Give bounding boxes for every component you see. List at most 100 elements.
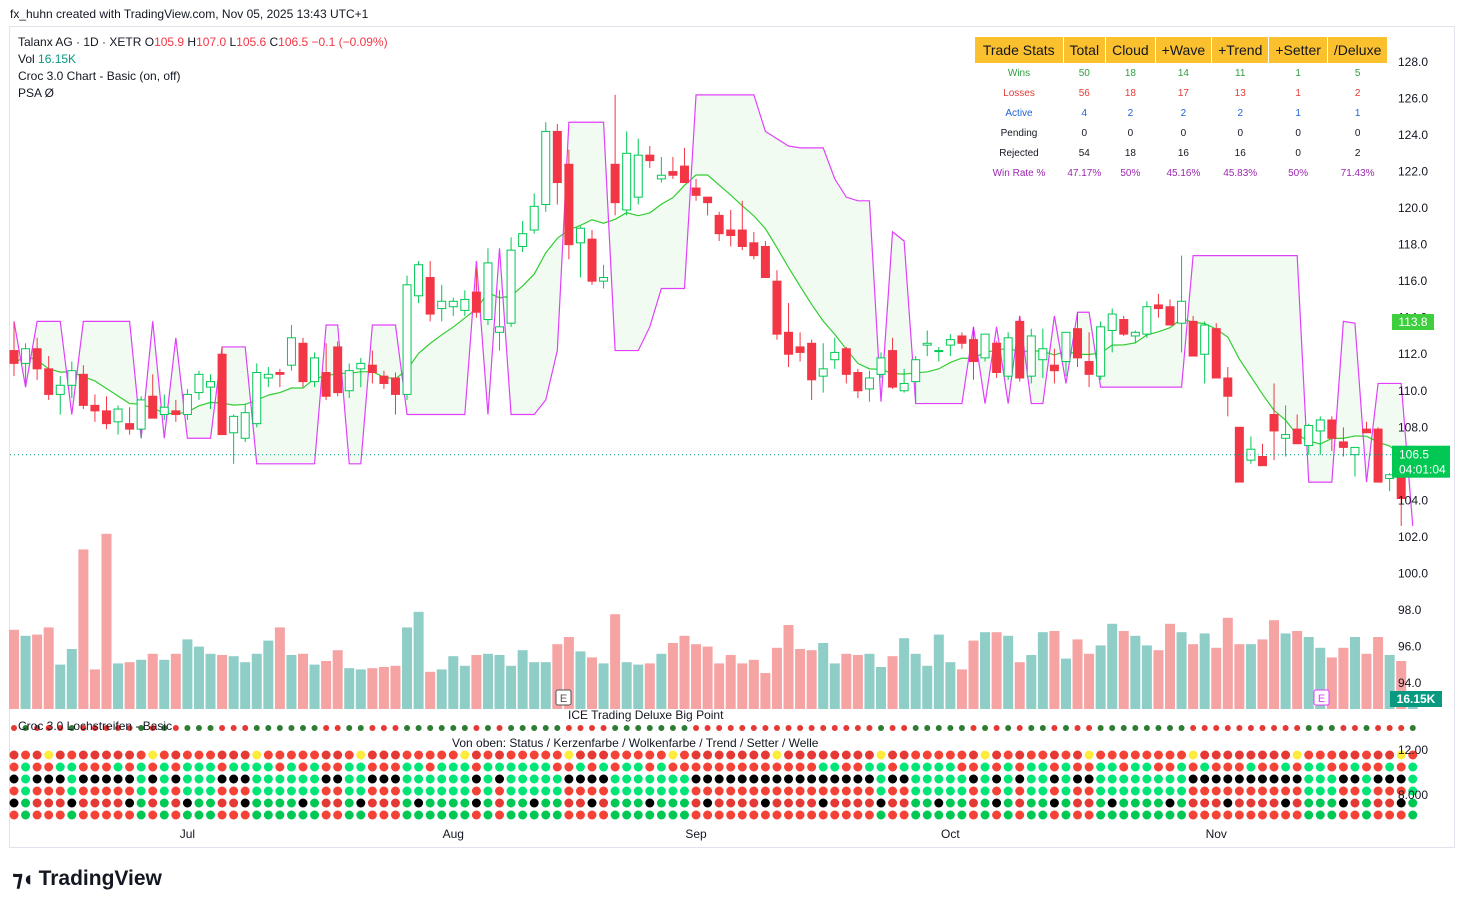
lochstreifen-dot (1107, 798, 1117, 808)
volume-bar (806, 650, 817, 709)
time-tick-label: Jul (180, 827, 195, 841)
magenta-band-line (13, 94, 1414, 526)
lochstreifen-dot (506, 762, 516, 772)
lochstreifen-dot (934, 786, 944, 796)
lochstreifen-dot (1247, 725, 1254, 731)
lochstreifen-dot (726, 750, 736, 760)
lochstreifen-dot (922, 810, 932, 820)
lochstreifen-dot (1026, 750, 1036, 760)
lochstreifen-dot (841, 762, 851, 772)
candle-body (148, 395, 158, 419)
lochstreifen-dot (460, 774, 470, 784)
lochstreifen-dot (414, 810, 424, 820)
legend-symbol[interactable]: Talanx AG · 1D · XETR (18, 35, 142, 49)
lochstreifen-dot (1315, 786, 1325, 796)
lochstreifen-dot (1200, 810, 1210, 820)
lochstreifen-dot (772, 762, 782, 772)
lochstreifen-dot (460, 762, 470, 772)
lochstreifen-dot (1373, 762, 1383, 772)
lochstreifen-dot (414, 774, 424, 784)
lochstreifen-dot (148, 762, 158, 772)
lochstreifen-dot (1165, 798, 1175, 808)
volume-bar (1014, 662, 1025, 709)
lochstreifen-dot (762, 725, 769, 731)
volume-bar (852, 655, 863, 709)
lochstreifen-dot (1119, 810, 1129, 820)
lochstreifen-title[interactable]: Croc 3.0 Lochstreifen - Basic (18, 719, 173, 733)
legend-vol-label[interactable]: Vol (18, 52, 35, 66)
stats-cell: 56 (1078, 87, 1090, 99)
lochstreifen-dot (495, 810, 505, 820)
lochstreifen-dot (737, 798, 747, 808)
candle-body (263, 373, 273, 379)
volume-bar (459, 665, 470, 709)
lochstreifen-dot (679, 810, 689, 820)
lochstreifen-dot (772, 798, 782, 808)
candle-body (1327, 419, 1337, 439)
volume-bar (101, 533, 112, 709)
time-tick-label: Sep (685, 827, 707, 841)
lochstreifen-dot (1362, 774, 1372, 784)
tradingview-logo-text: TradingView (38, 867, 162, 890)
lochstreifen-dot (1327, 786, 1337, 796)
lochstreifen-dot (448, 810, 458, 820)
stats-cell: 0 (1180, 127, 1187, 139)
volume-bar (286, 655, 297, 709)
stats-row-label: Wins (1007, 67, 1031, 79)
candle-body (67, 370, 77, 386)
lochstreifen-dot (252, 774, 262, 784)
legend-vol-value: 16.15K (38, 52, 77, 66)
lochstreifen-dot (518, 810, 528, 820)
lochstreifen-dot (1292, 786, 1302, 796)
lochstreifen-dot (310, 774, 320, 784)
legend-indicator-croc[interactable]: Croc 3.0 Chart - Basic (on, off) (18, 69, 181, 83)
volume-bar (1107, 623, 1118, 709)
candle-body (286, 337, 296, 366)
legend-indicator-psa[interactable]: PSA Ø (18, 86, 55, 100)
lochstreifen-dot (1338, 774, 1348, 784)
volume-bars (9, 533, 1418, 709)
lochstreifen-dot (333, 786, 343, 796)
price-tick-label: 102.0 (1398, 530, 1428, 544)
volume-bar (263, 640, 274, 709)
lochstreifen-dot (876, 798, 886, 808)
lochstreifen-dot (587, 798, 597, 808)
lochstreifen-dot (714, 798, 724, 808)
lochstreifen-dot (171, 798, 181, 808)
candle-body (275, 372, 285, 375)
lochstreifen-dot (749, 786, 759, 796)
lochstreifen-dot (795, 810, 805, 820)
candle-body (552, 130, 562, 184)
lochstreifen-dot (656, 762, 666, 772)
lochstreifen-dot (888, 750, 898, 760)
lochstreifen-dot (402, 762, 412, 772)
lochstreifen-dot (90, 762, 100, 772)
lochstreifen-dot (1223, 786, 1233, 796)
lochstreifen-dot (9, 762, 19, 772)
volume-bar (1257, 639, 1268, 709)
lochstreifen-dot (402, 810, 412, 820)
lochstreifen-dot (784, 786, 794, 796)
lochstreifen-dot (1246, 798, 1256, 808)
tradingview-logo[interactable]: ⁊◖ TradingView (12, 866, 162, 892)
lochstreifen-dot (1061, 786, 1071, 796)
lochstreifen-dot (125, 750, 135, 760)
legend-ohlc-value: 107.0 (196, 35, 227, 49)
lochstreifen-dot (229, 762, 239, 772)
lochstreifen-dot (448, 762, 458, 772)
chart-frame (9, 26, 1455, 848)
lochstreifen-dot (1084, 774, 1094, 784)
lochstreifen-dot (541, 798, 551, 808)
lochstreifen-dot (321, 798, 331, 808)
lochstreifen-dot (1073, 762, 1083, 772)
volume-bar (1396, 661, 1407, 709)
lochstreifen-dot (1003, 750, 1013, 760)
lochstreifen-dot (518, 786, 528, 796)
volume-bar (1084, 653, 1095, 709)
candle-body (656, 174, 666, 180)
candle-body (321, 372, 331, 397)
lochstreifen-dot (980, 774, 990, 784)
candle-body (206, 381, 216, 388)
lochstreifen-dot (148, 810, 158, 820)
